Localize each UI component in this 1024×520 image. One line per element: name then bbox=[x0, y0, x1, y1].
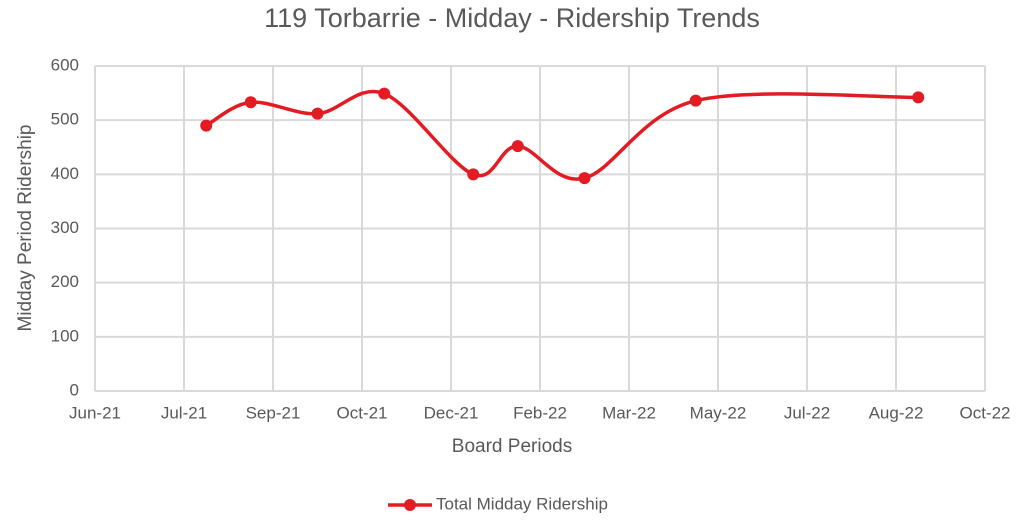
x-tick-label: Feb-22 bbox=[513, 403, 567, 422]
x-tick-label: Sep-21 bbox=[246, 403, 301, 422]
data-point bbox=[244, 96, 257, 109]
y-tick-label: 600 bbox=[51, 55, 79, 74]
y-axis-title: Midday Period Ridership bbox=[15, 125, 36, 332]
chart-title: 119 Torbarrie - Midday - Ridership Trend… bbox=[264, 3, 760, 33]
data-point bbox=[200, 119, 213, 132]
data-point bbox=[578, 172, 591, 185]
legend-marker bbox=[404, 499, 416, 511]
y-tick-label: 0 bbox=[70, 380, 79, 399]
x-tick-label: Dec-21 bbox=[424, 403, 479, 422]
data-point bbox=[511, 140, 524, 153]
y-tick-label: 100 bbox=[51, 326, 79, 345]
x-tick-label: May-22 bbox=[690, 403, 747, 422]
data-point bbox=[378, 87, 391, 100]
legend-label: Total Midday Ridership bbox=[436, 494, 608, 513]
data-point bbox=[689, 94, 702, 107]
y-tick-label: 200 bbox=[51, 272, 79, 291]
x-axis-title: Board Periods bbox=[452, 436, 572, 457]
x-tick-label: Mar-22 bbox=[602, 403, 656, 422]
series-line bbox=[205, 89, 919, 181]
x-tick-label: Jul-22 bbox=[784, 403, 830, 422]
x-tick-label: Jun-21 bbox=[69, 403, 121, 422]
y-tick-label: 400 bbox=[51, 164, 79, 183]
data-point bbox=[467, 168, 480, 181]
x-tick-label: Aug-22 bbox=[869, 403, 924, 422]
data-point bbox=[311, 107, 324, 120]
y-tick-label: 300 bbox=[51, 218, 79, 237]
x-tick-label: Jul-21 bbox=[161, 403, 207, 422]
x-tick-label: Oct-22 bbox=[959, 403, 1010, 422]
x-tick-label: Oct-21 bbox=[336, 403, 387, 422]
y-tick-label: 500 bbox=[51, 110, 79, 129]
data-point bbox=[912, 91, 925, 104]
